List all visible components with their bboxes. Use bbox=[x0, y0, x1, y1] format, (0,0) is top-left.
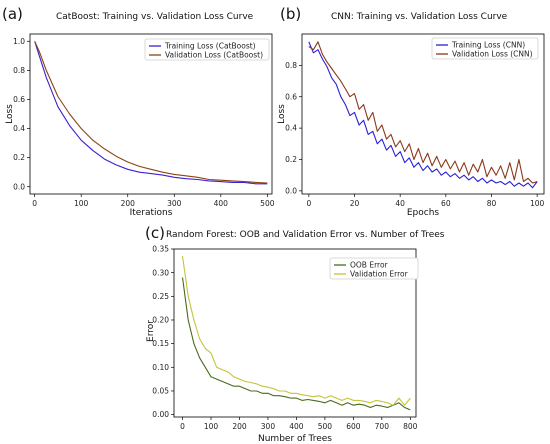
chart-panel-2: (b) CNN: Training vs. Validation Loss Cur… bbox=[277, 5, 545, 218]
x-tick-label: 100 bbox=[74, 199, 89, 208]
x-tick-label: 100 bbox=[530, 199, 545, 208]
y-tick-label: 0.20 bbox=[152, 316, 169, 325]
y-tick-label: 0.2 bbox=[285, 155, 297, 164]
y-tick-label: 0.4 bbox=[285, 124, 297, 133]
y-tick-label: 0.15 bbox=[152, 339, 169, 348]
x-tick-label: 0 bbox=[180, 422, 185, 431]
chart-panel-3: (c) Random Forest: OOB and Validation Err… bbox=[145, 224, 445, 444]
panel-label: (a) bbox=[2, 5, 23, 23]
plot-frame bbox=[173, 248, 417, 418]
y-tick-label: 0.00 bbox=[152, 410, 169, 419]
legend-entry-1: Training Loss (CNN) bbox=[451, 41, 525, 50]
y-tick-label: 0.0 bbox=[13, 182, 25, 191]
legend-entry-2: Validation Loss (CNN) bbox=[452, 50, 533, 59]
panel-label: (c) bbox=[145, 224, 165, 242]
x-tick-label: 80 bbox=[487, 199, 497, 208]
plot-frame bbox=[29, 33, 273, 195]
x-tick-label: 200 bbox=[232, 422, 247, 431]
legend-entry-2: Validation Error bbox=[350, 270, 409, 279]
series-line-2 bbox=[181, 256, 411, 406]
x-tick-label: 500 bbox=[318, 422, 333, 431]
legend: Training Loss (CNN)Validation Loss (CNN) bbox=[431, 37, 539, 60]
x-tick-label: 500 bbox=[260, 199, 275, 208]
series-line-2 bbox=[308, 41, 538, 184]
chart-panel-1: (a) CatBoost: Training vs. Validation Los… bbox=[2, 5, 275, 218]
y-tick-label: 0.4 bbox=[13, 124, 25, 133]
x-tick-label: 700 bbox=[375, 422, 390, 431]
y-axis-label: Loss bbox=[277, 104, 287, 124]
x-tick-label: 0 bbox=[32, 199, 37, 208]
chart-title: CatBoost: Training vs. Validation Loss C… bbox=[56, 12, 254, 22]
x-tick-label: 400 bbox=[289, 422, 304, 431]
y-tick-label: 0.2 bbox=[13, 153, 25, 162]
chart-title: Random Forest: OOB and Validation Error … bbox=[166, 230, 445, 240]
y-tick-label: 1.0 bbox=[13, 37, 25, 46]
panel-label: (b) bbox=[280, 5, 301, 23]
series-line-2 bbox=[34, 41, 268, 184]
y-tick-label: 0.0 bbox=[285, 186, 297, 195]
y-tick-label: 0.30 bbox=[152, 268, 169, 277]
y-tick-label: 0.05 bbox=[152, 387, 169, 396]
y-tick-label: 0.10 bbox=[152, 363, 169, 372]
x-tick-label: 200 bbox=[121, 199, 136, 208]
y-tick-label: 0.8 bbox=[285, 61, 297, 70]
x-axis-label: Number of Trees bbox=[258, 434, 332, 444]
legend-box bbox=[144, 38, 270, 61]
legend-entry-1: OOB Error bbox=[350, 261, 389, 270]
series-line-1 bbox=[34, 41, 268, 185]
x-tick-label: 60 bbox=[441, 199, 451, 208]
x-tick-label: 100 bbox=[204, 422, 219, 431]
legend-box bbox=[329, 257, 419, 280]
legend-entry-2: Validation Loss (CatBoost) bbox=[165, 51, 263, 60]
legend-entry-1: Training Loss (CatBoost) bbox=[164, 42, 256, 51]
x-tick-label: 300 bbox=[167, 199, 182, 208]
x-axis-label: Iterations bbox=[130, 208, 173, 218]
chart-title: CNN: Training vs. Validation Loss Curve bbox=[331, 12, 508, 22]
x-tick-label: 40 bbox=[395, 199, 405, 208]
legend-box bbox=[431, 37, 539, 60]
series-line-1 bbox=[308, 41, 538, 189]
plot-frame bbox=[301, 33, 545, 195]
x-axis-label: Epochs bbox=[407, 208, 440, 218]
x-tick-label: 300 bbox=[261, 422, 276, 431]
y-tick-label: 0.8 bbox=[13, 66, 25, 75]
y-tick-label: 0.6 bbox=[13, 95, 25, 104]
y-tick-label: 0.25 bbox=[152, 292, 169, 301]
y-tick-label: 0.35 bbox=[152, 245, 169, 254]
x-tick-label: 0 bbox=[306, 199, 311, 208]
series-line-1 bbox=[181, 277, 411, 411]
x-tick-label: 600 bbox=[346, 422, 361, 431]
y-axis-label: Error bbox=[146, 320, 156, 342]
y-tick-label: 0.6 bbox=[285, 92, 297, 101]
legend: Training Loss (CatBoost)Validation Loss … bbox=[144, 38, 270, 61]
x-tick-label: 800 bbox=[403, 422, 418, 431]
x-tick-label: 20 bbox=[350, 199, 360, 208]
x-tick-label: 400 bbox=[214, 199, 229, 208]
y-axis-label: Loss bbox=[5, 104, 15, 124]
